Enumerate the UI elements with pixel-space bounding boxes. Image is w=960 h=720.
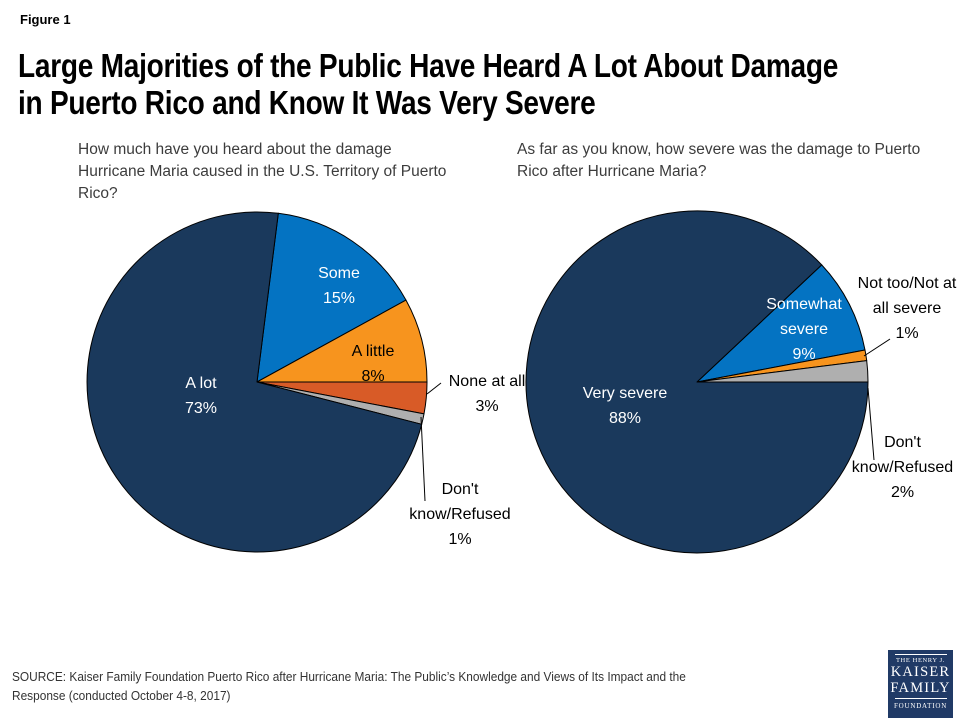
title-line-2: in Puerto Rico and Know It Was Very Seve… — [18, 84, 596, 121]
slice-pct: 9% — [792, 346, 816, 363]
label-not-too-severe: Not too/Not at all severe 1% — [856, 271, 958, 346]
slice-name: Not too/Not at all severe — [857, 275, 957, 317]
slice-name: Somewhat severe — [766, 296, 842, 338]
slice-pct: 88% — [608, 410, 642, 427]
label-very-severe: Very severe 88% — [566, 381, 684, 431]
label-a-little: A little 8% — [323, 339, 423, 389]
label-somewhat-severe: Somewhat severe 9% — [758, 292, 850, 367]
left-pie-question: How much have you heard about the damage… — [78, 141, 447, 202]
slice-pct: 73% — [184, 400, 218, 417]
pie-slice-1-3 — [525, 210, 869, 554]
slice-name: Don't know/Refused — [851, 434, 954, 476]
slice-name: Don't know/Refused — [409, 481, 511, 523]
title-line-1: Large Majorities of the Public Have Hear… — [18, 47, 839, 84]
kff-logo-top-rule — [894, 654, 947, 655]
pie-slice-0-0 — [256, 212, 407, 383]
slice-name: A lot — [185, 375, 217, 392]
label-none-at-all: None at all 3% — [437, 369, 537, 419]
kff-logo: THE HENRY J. KAISER FAMILY FOUNDATION — [888, 650, 953, 718]
right-pie-question: As far as you know, how severe was the d… — [517, 141, 921, 180]
slice-name: Very severe — [582, 385, 668, 402]
slice-pct: 8% — [361, 368, 385, 385]
label-dont-know-right: Don't know/Refused 2% — [845, 430, 960, 505]
slice-pct: 15% — [322, 290, 356, 307]
leader-line-0 — [426, 382, 442, 395]
slice-name: Some — [318, 265, 360, 282]
pie-slice-0-4 — [86, 211, 423, 553]
label-a-lot: A lot 73% — [146, 371, 256, 421]
leader-line-1 — [420, 416, 426, 502]
slice-pct: 1% — [895, 325, 919, 342]
label-dont-know-left: Don't know/Refused 1% — [397, 477, 523, 552]
kff-logo-word-foundation: FOUNDATION — [893, 702, 948, 710]
page-title: Large Majorities of the Public Have Hear… — [18, 47, 936, 121]
slice-pct: 3% — [475, 398, 499, 415]
kff-logo-word-kaiser: KAISER — [890, 664, 951, 680]
label-some: Some 15% — [289, 261, 389, 311]
kff-logo-tagline: THE HENRY J. — [895, 657, 946, 664]
source-note: SOURCE: Kaiser Family Foundation Puerto … — [12, 670, 686, 703]
kff-logo-bottom-rule — [894, 698, 947, 699]
kff-logo-word-family: FAMILY — [890, 679, 951, 696]
slice-pct: 1% — [448, 531, 472, 548]
slice-pct: 2% — [890, 484, 915, 501]
slice-name: None at all — [448, 373, 526, 390]
slice-name: A little — [351, 343, 395, 360]
leader-line-2 — [863, 338, 891, 357]
figure-label: Figure 1 — [20, 12, 71, 27]
pie-slice-1-0 — [696, 264, 866, 383]
leader-line-3 — [867, 387, 875, 461]
